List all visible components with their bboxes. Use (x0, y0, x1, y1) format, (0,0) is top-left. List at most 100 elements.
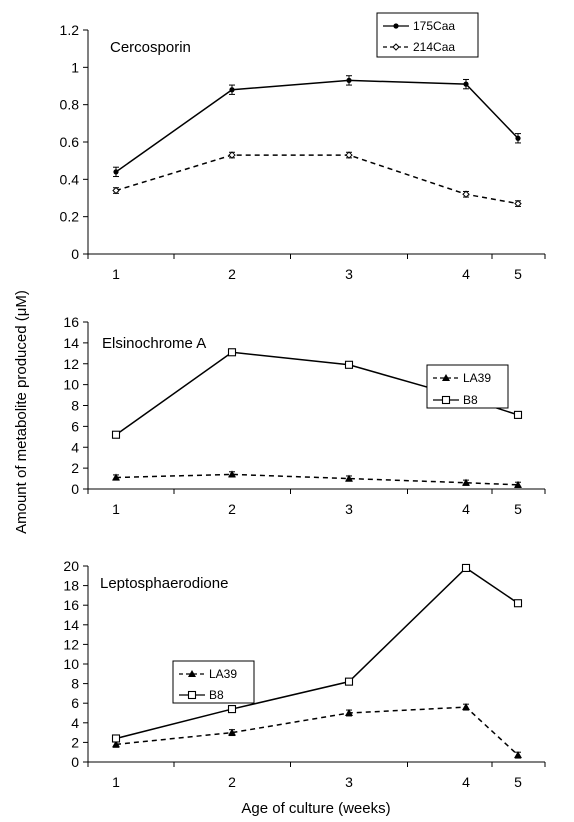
x-tick-label: 4 (462, 774, 470, 790)
data-point-LA39 (514, 480, 522, 488)
legend-label-LA39: LA39 (209, 667, 237, 681)
chart-panel-1: 0 0.2 0.4 0.6 0.8 1 1.2 1 2 3 4 5 Cercosporin 175Caa 2… (60, 12, 546, 282)
data-point-B8 (111, 734, 121, 743)
y-axis-label: Amount of metabolite produced (μM) (13, 290, 30, 534)
y-tick-label: 12 (63, 636, 79, 652)
data-point-175Caa (113, 169, 119, 175)
y-tick-label: 0 (71, 481, 79, 497)
series-line-LA39 (115, 473, 519, 486)
data-point-B8 (227, 705, 237, 714)
legend-label-214Caa: 214Caa (413, 40, 455, 54)
series-line-214Caa (115, 154, 519, 205)
x-tick-label: 2 (228, 266, 236, 282)
legend-box (426, 364, 509, 409)
data-point-LA39 (345, 709, 353, 716)
legend-marker-B8 (441, 395, 451, 405)
y-tick-label: 18 (63, 578, 79, 594)
data-point-LA39 (112, 740, 120, 748)
y-tick-label: 0.2 (60, 209, 80, 225)
legend: LA39 B8 (426, 364, 509, 409)
y-tick-label: 14 (63, 617, 79, 633)
panel-title: Cercosporin (110, 39, 191, 56)
y-tick-label: 16 (63, 314, 79, 330)
data-point-B8 (111, 430, 121, 439)
x-tick-label: 5 (514, 501, 522, 517)
y-tick-label: 12 (63, 356, 79, 372)
legend-label-175Caa: 175Caa (413, 19, 455, 33)
y-tick-label: 8 (71, 398, 79, 414)
x-tick-label: 3 (345, 501, 353, 517)
y-tick-label: 20 (63, 558, 79, 574)
data-point-214Caa (462, 190, 470, 198)
data-point-B8 (344, 360, 354, 369)
legend-marker-175Caa (393, 23, 399, 29)
data-point-LA39 (514, 751, 522, 759)
data-point-B8 (344, 677, 354, 686)
x-tick-label: 4 (462, 266, 470, 282)
data-point-214Caa (112, 186, 120, 195)
y-tick-label: 6 (71, 418, 79, 434)
y-tick-label: 2 (71, 460, 79, 476)
data-point-214Caa (514, 199, 522, 208)
y-tick-label: 2 (71, 734, 79, 750)
series-line-B8 (115, 566, 519, 740)
panel-title: Leptosphaerodione (100, 575, 228, 592)
data-point-B8 (227, 348, 237, 357)
x-tick-label: 1 (112, 501, 120, 517)
y-tick-label: 14 (63, 335, 79, 351)
data-point-B8 (461, 563, 471, 573)
legend-label-B8: B8 (463, 393, 478, 407)
data-point-B8 (513, 410, 523, 419)
data-point-LA39 (462, 703, 470, 711)
legend-box (172, 660, 255, 704)
x-tick-label: 4 (462, 501, 470, 517)
y-tick-label: 0.8 (60, 97, 80, 113)
data-point-B8 (513, 599, 523, 608)
x-tick-label: 3 (345, 774, 353, 790)
y-tick-label: 4 (71, 439, 79, 455)
y-tick-label: 0.4 (60, 171, 80, 187)
legend-marker-B8 (187, 690, 197, 700)
legend-marker-214Caa (392, 43, 400, 51)
legend-marker-LA39 (188, 670, 196, 677)
y-tick-label: 16 (63, 597, 79, 613)
x-tick-label: 1 (112, 774, 120, 790)
y-tick-label: 1.2 (60, 22, 80, 38)
data-point-214Caa (345, 151, 353, 159)
legend: LA39 B8 (172, 660, 255, 704)
data-point-LA39 (228, 728, 236, 736)
legend: 175Caa 214Caa (376, 12, 479, 58)
y-tick-label: 10 (63, 656, 79, 672)
data-point-175Caa (463, 81, 469, 87)
data-point-175Caa (515, 135, 521, 141)
x-tick-label: 5 (514, 774, 522, 790)
legend-box (376, 12, 479, 58)
data-point-214Caa (228, 151, 236, 159)
data-point-LA39 (228, 470, 236, 478)
legend-label-LA39: LA39 (463, 371, 491, 385)
data-point-LA39 (462, 478, 470, 486)
y-tick-label: 10 (63, 377, 79, 393)
x-tick-label: 5 (514, 266, 522, 282)
y-tick-label: 0 (71, 246, 79, 262)
y-tick-label: 0.6 (60, 134, 80, 150)
legend-marker-LA39 (442, 374, 450, 381)
y-tick-label: 0 (71, 754, 79, 770)
data-point-LA39 (112, 473, 120, 481)
y-tick-label: 4 (71, 715, 79, 731)
panel-title: Elsinochrome A (102, 335, 206, 352)
series-line-175Caa (115, 79, 519, 173)
x-tick-label: 1 (112, 266, 120, 282)
x-axis-label: Age of culture (weeks) (241, 800, 390, 817)
data-point-LA39 (345, 474, 353, 482)
y-tick-label: 1 (71, 59, 79, 75)
series-line-LA39 (115, 706, 519, 756)
y-tick-label: 8 (71, 676, 79, 692)
data-point-175Caa (229, 87, 235, 93)
y-tick-label: 6 (71, 695, 79, 711)
data-point-175Caa (346, 77, 352, 83)
legend-label-B8: B8 (209, 688, 224, 702)
